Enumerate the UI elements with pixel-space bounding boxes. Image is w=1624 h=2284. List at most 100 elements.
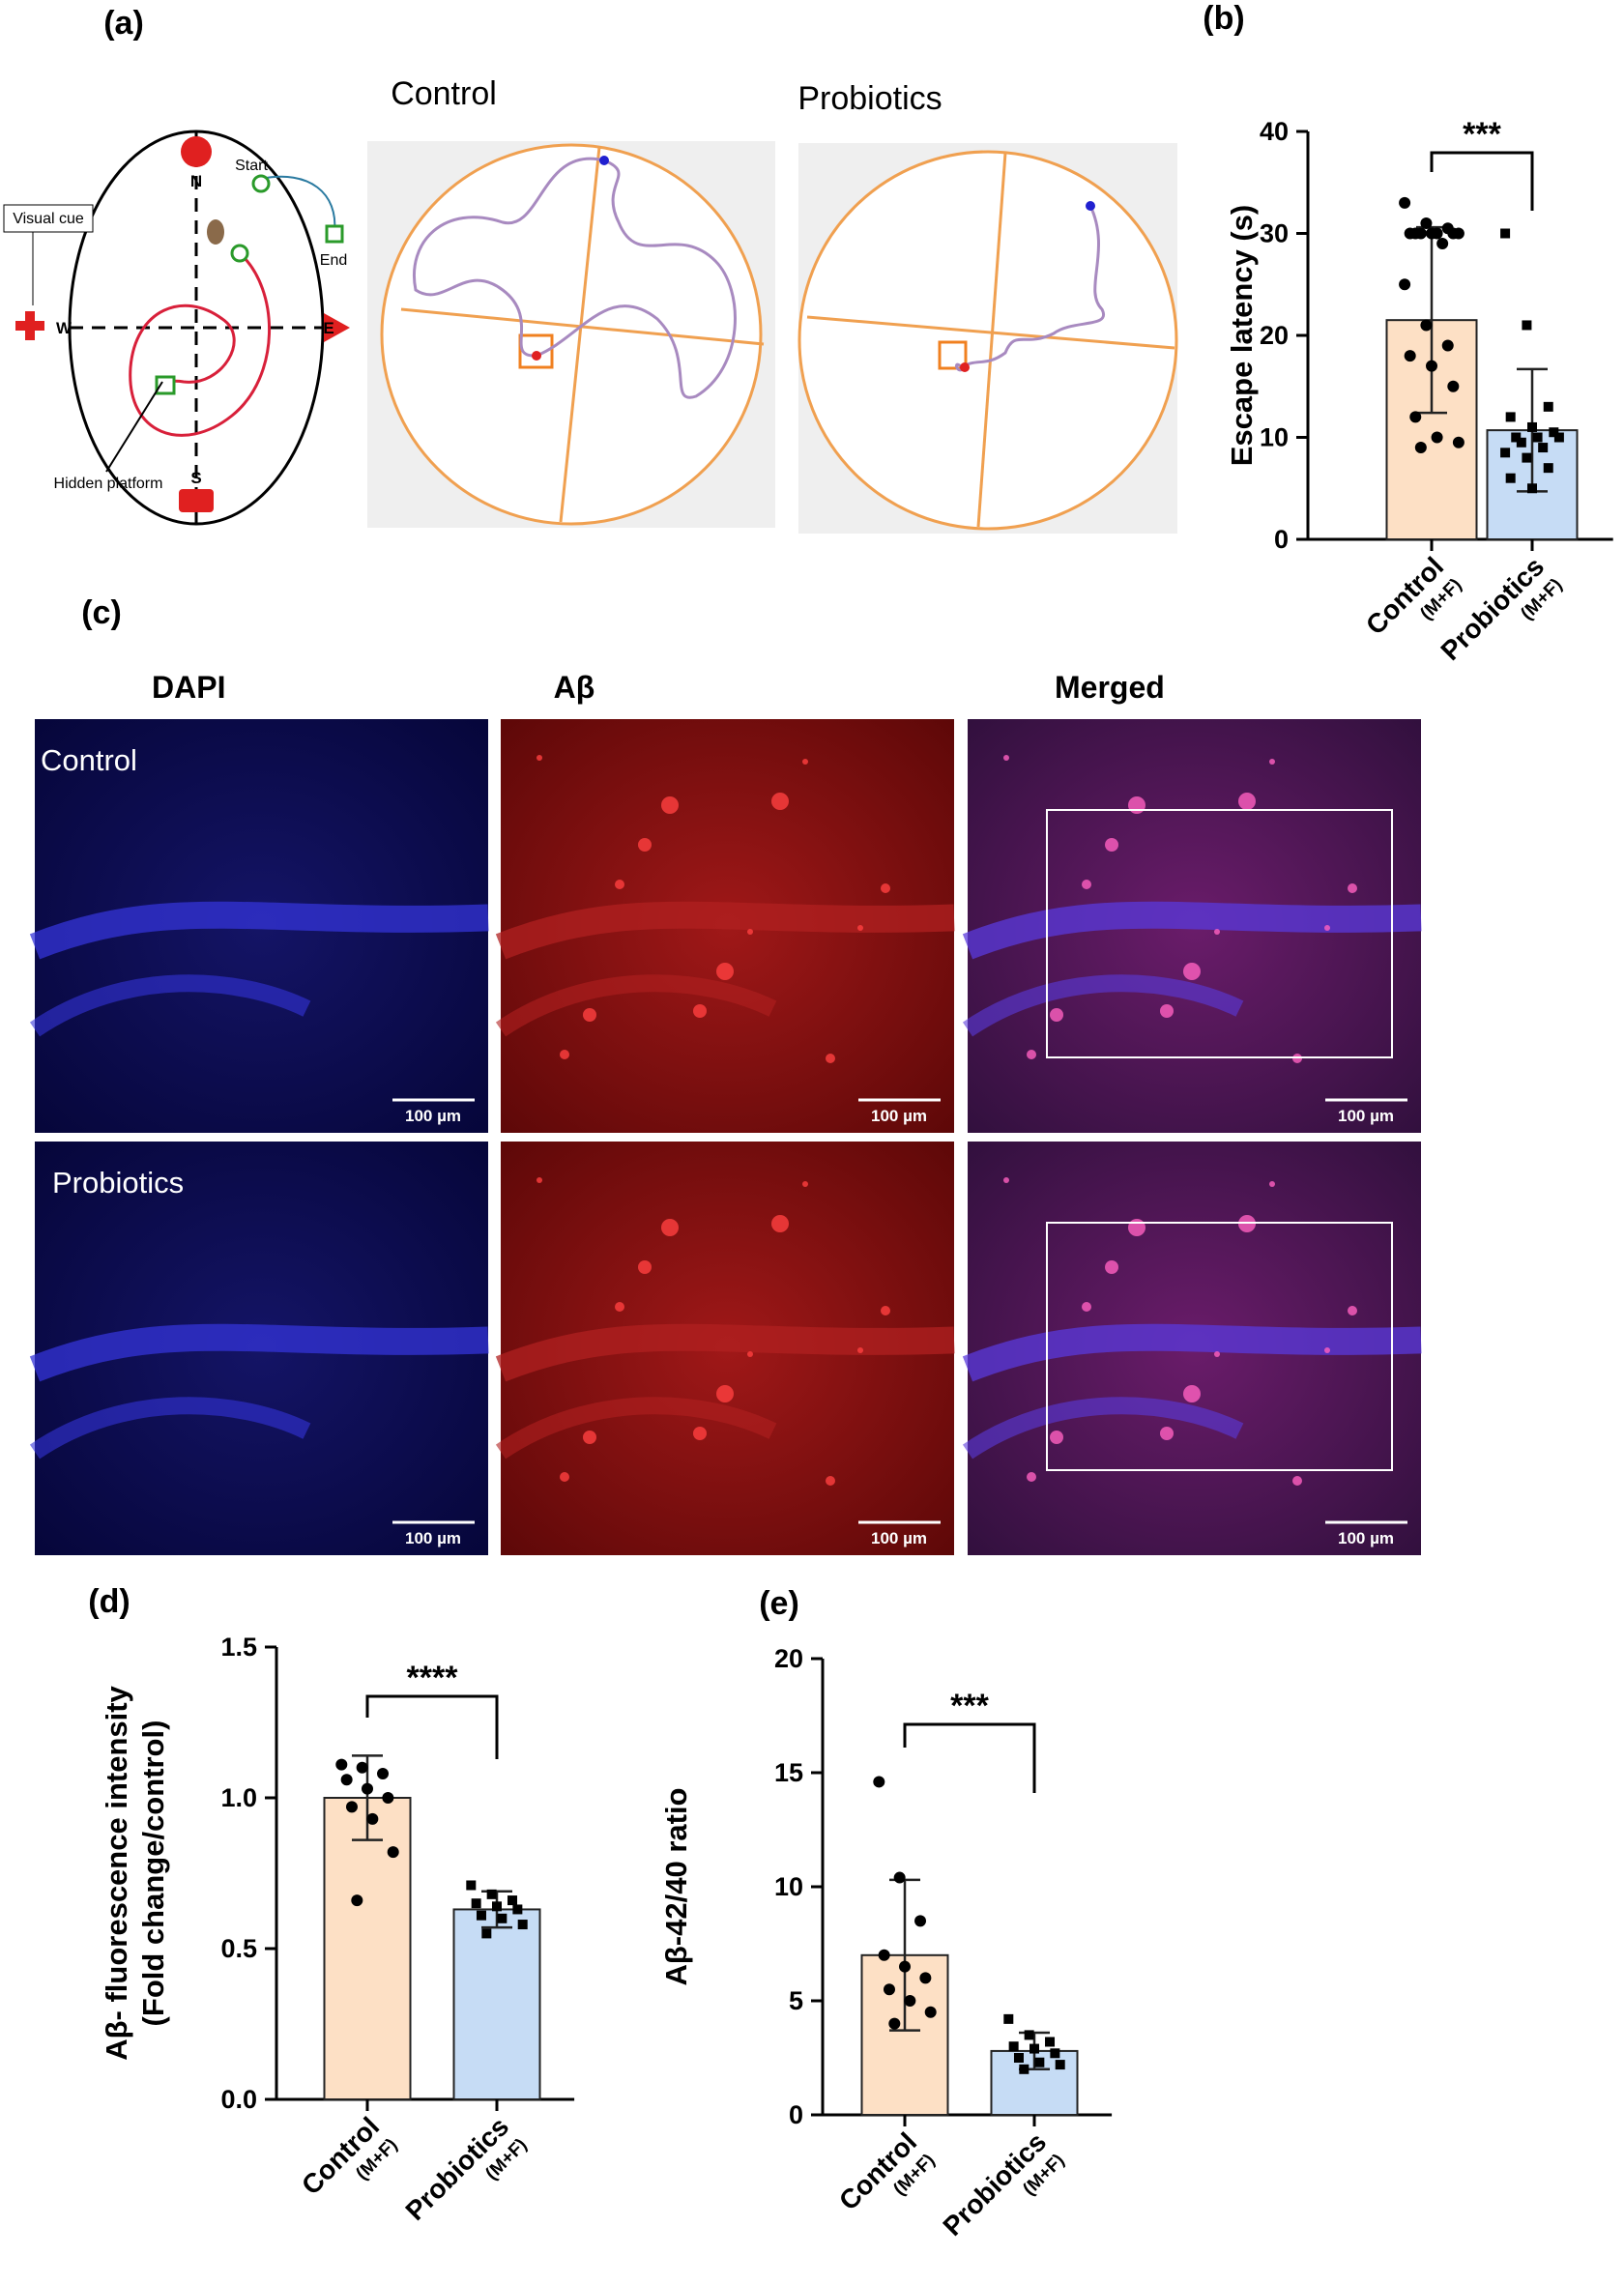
data-point [351, 1894, 363, 1907]
roi-box [1046, 1222, 1393, 1471]
data-point [878, 1949, 890, 1961]
data-point [1511, 432, 1522, 443]
y-tick-label: 30 [1260, 219, 1289, 248]
data-point [873, 1776, 885, 1788]
plaque [661, 1219, 679, 1236]
scale-bar-label: 100 µm [871, 1529, 927, 1547]
data-point [1431, 227, 1443, 240]
y-axis-label: Escape latency (s) [1225, 205, 1259, 467]
data-point [1420, 319, 1433, 332]
data-point [362, 1782, 373, 1795]
data-point [497, 1913, 508, 1923]
scale-bar-label: 100 µm [405, 1529, 461, 1547]
data-point [471, 1898, 481, 1909]
data-point [466, 1880, 477, 1891]
plaque [1050, 1431, 1063, 1444]
data-point [387, 1846, 399, 1859]
plaque [1105, 1260, 1118, 1274]
panel-label: (a) [103, 5, 144, 42]
data-point [1527, 483, 1537, 494]
data-point [1013, 2053, 1024, 2063]
plaque [1238, 793, 1256, 810]
plaque [1214, 929, 1220, 935]
tissue-band [495, 1323, 955, 1382]
data-point [904, 1995, 916, 2007]
plaque [1050, 1008, 1063, 1022]
maze-label: N [190, 172, 202, 190]
data-point [1505, 473, 1516, 483]
maze-label: End [320, 252, 347, 269]
significance-label: **** [407, 1660, 459, 1696]
data-point [481, 1928, 492, 1939]
y-tick-label: 5 [789, 1986, 803, 2015]
scale-bar-label: 100 µm [1338, 1529, 1394, 1547]
data-point [914, 1915, 927, 1927]
maze-label: Hidden platform [54, 476, 163, 492]
data-point [1549, 427, 1559, 438]
data-point [1538, 443, 1549, 453]
bar [323, 1797, 412, 2100]
track-label: Control [391, 75, 497, 112]
plaque [1003, 1177, 1009, 1183]
plaque [747, 1351, 753, 1357]
column-label: Aβ [554, 670, 595, 705]
data-point [1522, 452, 1532, 463]
tissue-band [962, 1397, 1244, 1460]
tissue-band [495, 974, 777, 1037]
column-label: DAPI [152, 670, 225, 705]
y-tick-label: 0.5 [220, 1934, 257, 1963]
maze-diagram: Visual cue Start End Hidden platform N S… [3, 130, 350, 526]
maze-label: Visual cue [13, 211, 84, 227]
data-point [1553, 432, 1564, 443]
data-point [1447, 380, 1460, 392]
plaque [1082, 880, 1091, 889]
significance-bracket [365, 1694, 499, 1759]
data-point [1532, 432, 1543, 443]
data-point [1527, 421, 1537, 432]
tissue-band [495, 1397, 777, 1460]
panel-label: (d) [88, 1583, 130, 1620]
data-point [1431, 431, 1443, 444]
maze-label: E [323, 319, 334, 337]
plaque [560, 1050, 569, 1059]
plaque [881, 1306, 890, 1315]
y-tick-label: 20 [774, 1644, 803, 1673]
plaque [693, 1004, 707, 1018]
plaque [771, 793, 789, 810]
data-point [356, 1761, 368, 1774]
data-point [382, 1792, 394, 1804]
plaque [1214, 1351, 1220, 1357]
plaque [716, 963, 734, 980]
plaque [1324, 1347, 1330, 1353]
tissue-band [962, 901, 1422, 960]
data-point [1426, 360, 1437, 372]
maze-label: S [190, 469, 201, 487]
data-point [508, 1895, 518, 1906]
data-point [476, 1910, 486, 1921]
data-point [340, 1774, 353, 1786]
plaque [857, 925, 863, 931]
plaque [857, 1347, 863, 1353]
plaque [1003, 755, 1009, 761]
plaque [1160, 1427, 1174, 1440]
data-point [893, 1871, 906, 1884]
plaque [1160, 1004, 1174, 1018]
data-point [1404, 350, 1416, 362]
y-tick-label: 20 [1260, 321, 1289, 350]
tissue-band [29, 1323, 489, 1382]
data-point [1019, 2064, 1030, 2074]
plaque [1348, 1306, 1357, 1315]
plaque [826, 1054, 835, 1063]
data-point [1399, 196, 1411, 209]
data-point [1436, 238, 1449, 250]
data-point [1003, 2013, 1014, 2024]
plaque [826, 1476, 835, 1486]
data-point [492, 1901, 502, 1912]
tissue-band [29, 901, 489, 960]
maze-label: W [56, 319, 72, 337]
tissue-band [962, 974, 1244, 1037]
data-point [366, 1812, 379, 1825]
plaque [693, 1427, 707, 1440]
